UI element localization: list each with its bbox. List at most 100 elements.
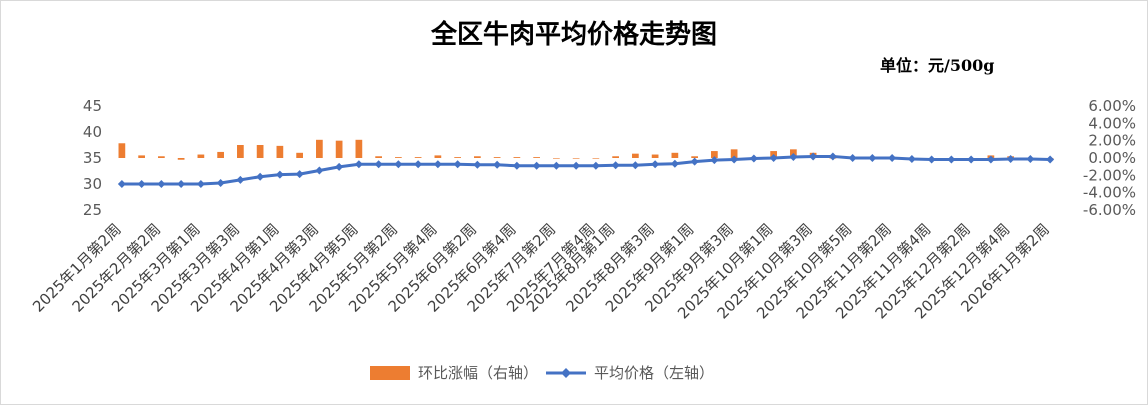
price-point — [414, 160, 423, 169]
price-point — [907, 155, 916, 164]
price-point — [256, 172, 265, 181]
price-point — [552, 161, 561, 170]
bar — [533, 157, 540, 158]
legend-bar-label: 环比涨幅（右轴） — [418, 364, 539, 382]
price-point — [828, 152, 837, 161]
bar — [197, 154, 205, 158]
unit-label: 单位：元/500g — [880, 56, 995, 75]
bar — [335, 140, 343, 158]
price-point — [512, 161, 521, 170]
bar — [632, 153, 639, 158]
y-right-tick-label: 4.00% — [1088, 114, 1136, 132]
price-point — [591, 161, 600, 170]
y-right-tick-label: -4.00% — [1083, 184, 1136, 202]
price-point — [1046, 155, 1055, 164]
y-right-tick-label: -6.00% — [1083, 201, 1136, 219]
bar — [375, 156, 382, 158]
price-point — [236, 175, 245, 184]
bar — [454, 157, 461, 158]
price-point — [572, 161, 581, 170]
chart-title: 全区牛肉平均价格走势图 — [430, 20, 717, 50]
bar — [553, 158, 560, 159]
price-point — [769, 154, 778, 162]
y-right-tick-label: 0.00% — [1088, 149, 1136, 167]
price-point — [157, 180, 166, 188]
price-point — [611, 161, 620, 170]
bar — [711, 151, 718, 158]
price-point — [888, 154, 897, 162]
price-point — [789, 152, 798, 161]
bar — [691, 156, 698, 158]
y-right-tick-label: 2.00% — [1088, 132, 1136, 150]
price-point — [493, 160, 502, 169]
price-point — [710, 156, 719, 165]
price-point — [631, 161, 640, 170]
price-point — [453, 160, 462, 169]
bar — [493, 157, 501, 158]
bar — [651, 154, 659, 158]
legend-line-swatch — [546, 366, 587, 380]
price-point — [809, 152, 818, 161]
price-point — [216, 178, 225, 187]
price-point — [947, 155, 956, 164]
price-point — [1006, 155, 1015, 164]
y-left-tick-label: 40 — [83, 123, 102, 141]
bar — [671, 152, 679, 158]
y-right-tick-label: -2.00% — [1083, 166, 1136, 184]
y-right-tick-label: 6.00% — [1088, 97, 1136, 115]
bar — [474, 156, 481, 158]
y-left-tick-label: 25 — [83, 201, 102, 219]
price-point — [137, 180, 146, 188]
price-point — [275, 170, 284, 179]
price-point — [394, 160, 403, 169]
price-point — [177, 180, 186, 188]
bar — [118, 143, 126, 158]
bar — [316, 139, 323, 158]
bar — [237, 145, 244, 158]
price-point — [117, 180, 126, 188]
bar — [730, 149, 738, 158]
bar — [513, 157, 521, 158]
legend-bar-swatch — [370, 365, 410, 380]
legend-line-label: 平均价格（左轴） — [594, 364, 715, 382]
bar — [414, 157, 422, 158]
y-left-tick-label: 35 — [83, 149, 102, 167]
bar — [434, 155, 442, 158]
price-point — [927, 155, 936, 164]
price-point — [433, 160, 442, 169]
price-point — [848, 154, 857, 162]
bar — [355, 139, 363, 158]
price-point — [196, 180, 205, 188]
legend: 环比涨幅（右轴） 平均价格（左轴） — [370, 362, 714, 383]
y-left-tick-label: 30 — [83, 175, 102, 193]
bar — [177, 158, 185, 160]
price-point — [335, 162, 344, 171]
bar — [296, 152, 303, 158]
bar — [612, 156, 619, 158]
price-point — [1026, 155, 1035, 164]
price-point — [868, 154, 877, 162]
price-point — [354, 160, 363, 169]
price-point — [967, 155, 976, 164]
price-point — [986, 155, 995, 164]
price-point — [374, 160, 383, 169]
bar — [276, 145, 284, 158]
price-point — [315, 166, 324, 175]
price-point — [651, 160, 660, 169]
price-point — [473, 160, 482, 169]
bar — [395, 157, 402, 158]
bar — [217, 151, 224, 158]
bar — [572, 158, 580, 159]
price-point — [690, 157, 699, 166]
price-point — [295, 170, 304, 179]
price-point — [670, 159, 679, 168]
price-point — [730, 155, 739, 164]
price-point — [532, 161, 541, 170]
price-point — [749, 154, 758, 163]
bar — [138, 155, 145, 158]
bar — [592, 158, 600, 159]
y-left-tick-label: 45 — [83, 97, 102, 115]
bar — [158, 156, 165, 158]
